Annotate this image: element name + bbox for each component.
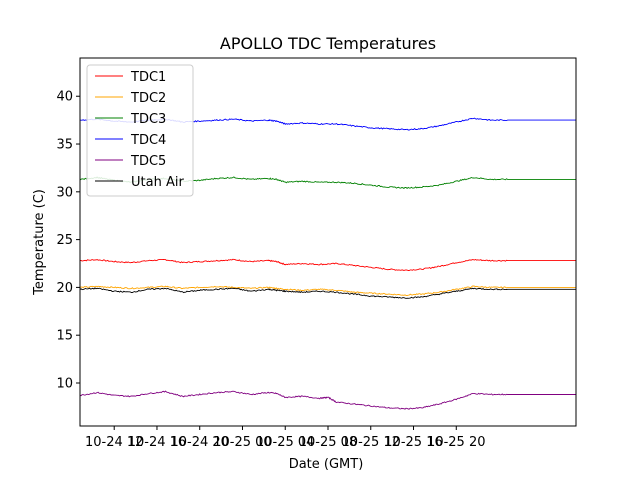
x-tick-label-6: 10-25 12	[342, 435, 400, 450]
legend-label-tdc5: TDC5	[130, 154, 166, 169]
series-layer	[80, 117, 576, 410]
legend-label-utah-air: Utah Air	[131, 175, 184, 190]
x-tick-label-3: 10-25 00	[213, 435, 271, 450]
x-tick-label-7: 10-25 16	[384, 435, 442, 450]
series-line-utah-air	[80, 287, 576, 299]
legend-label-tdc3: TDC3	[130, 112, 166, 127]
legend-label-tdc4: TDC4	[130, 133, 166, 148]
y-tick-label-20: 20	[56, 281, 73, 296]
y-axis-label: Temperature (C)	[32, 189, 47, 296]
x-tick-label-4: 10-25 04	[256, 435, 314, 450]
x-tick-label-0: 10-24 12	[85, 435, 143, 450]
series-line-tdc5	[80, 390, 576, 410]
x-axis-label: Date (GMT)	[289, 457, 364, 472]
y-tick-label-15: 15	[56, 329, 73, 344]
legend-box	[86, 64, 194, 197]
y-tick-label-30: 30	[56, 185, 73, 200]
x-tick-label-5: 10-25 08	[299, 435, 357, 450]
series-line-tdc1	[80, 258, 576, 271]
series-line-tdc2	[80, 285, 576, 296]
y-tick-label-25: 25	[56, 233, 73, 248]
y-tick-label-40: 40	[56, 90, 73, 105]
x-tick-label-8: 10-25 20	[427, 435, 485, 450]
y-tick-label-10: 10	[56, 376, 73, 391]
legend-label-tdc2: TDC2	[130, 91, 166, 106]
y-axis: 10 15 20 25 30 35 40	[56, 90, 80, 391]
legend: TDC1 TDC2 TDC3 TDC4 TDC5 Utah Air	[86, 64, 194, 197]
legend-label-tdc1: TDC1	[130, 70, 166, 85]
y-tick-label-35: 35	[56, 138, 73, 153]
x-tick-label-2: 10-24 20	[170, 435, 228, 450]
chart-title: APOLLO TDC Temperatures	[220, 34, 436, 53]
x-tick-label-1: 10-24 16	[128, 435, 186, 450]
